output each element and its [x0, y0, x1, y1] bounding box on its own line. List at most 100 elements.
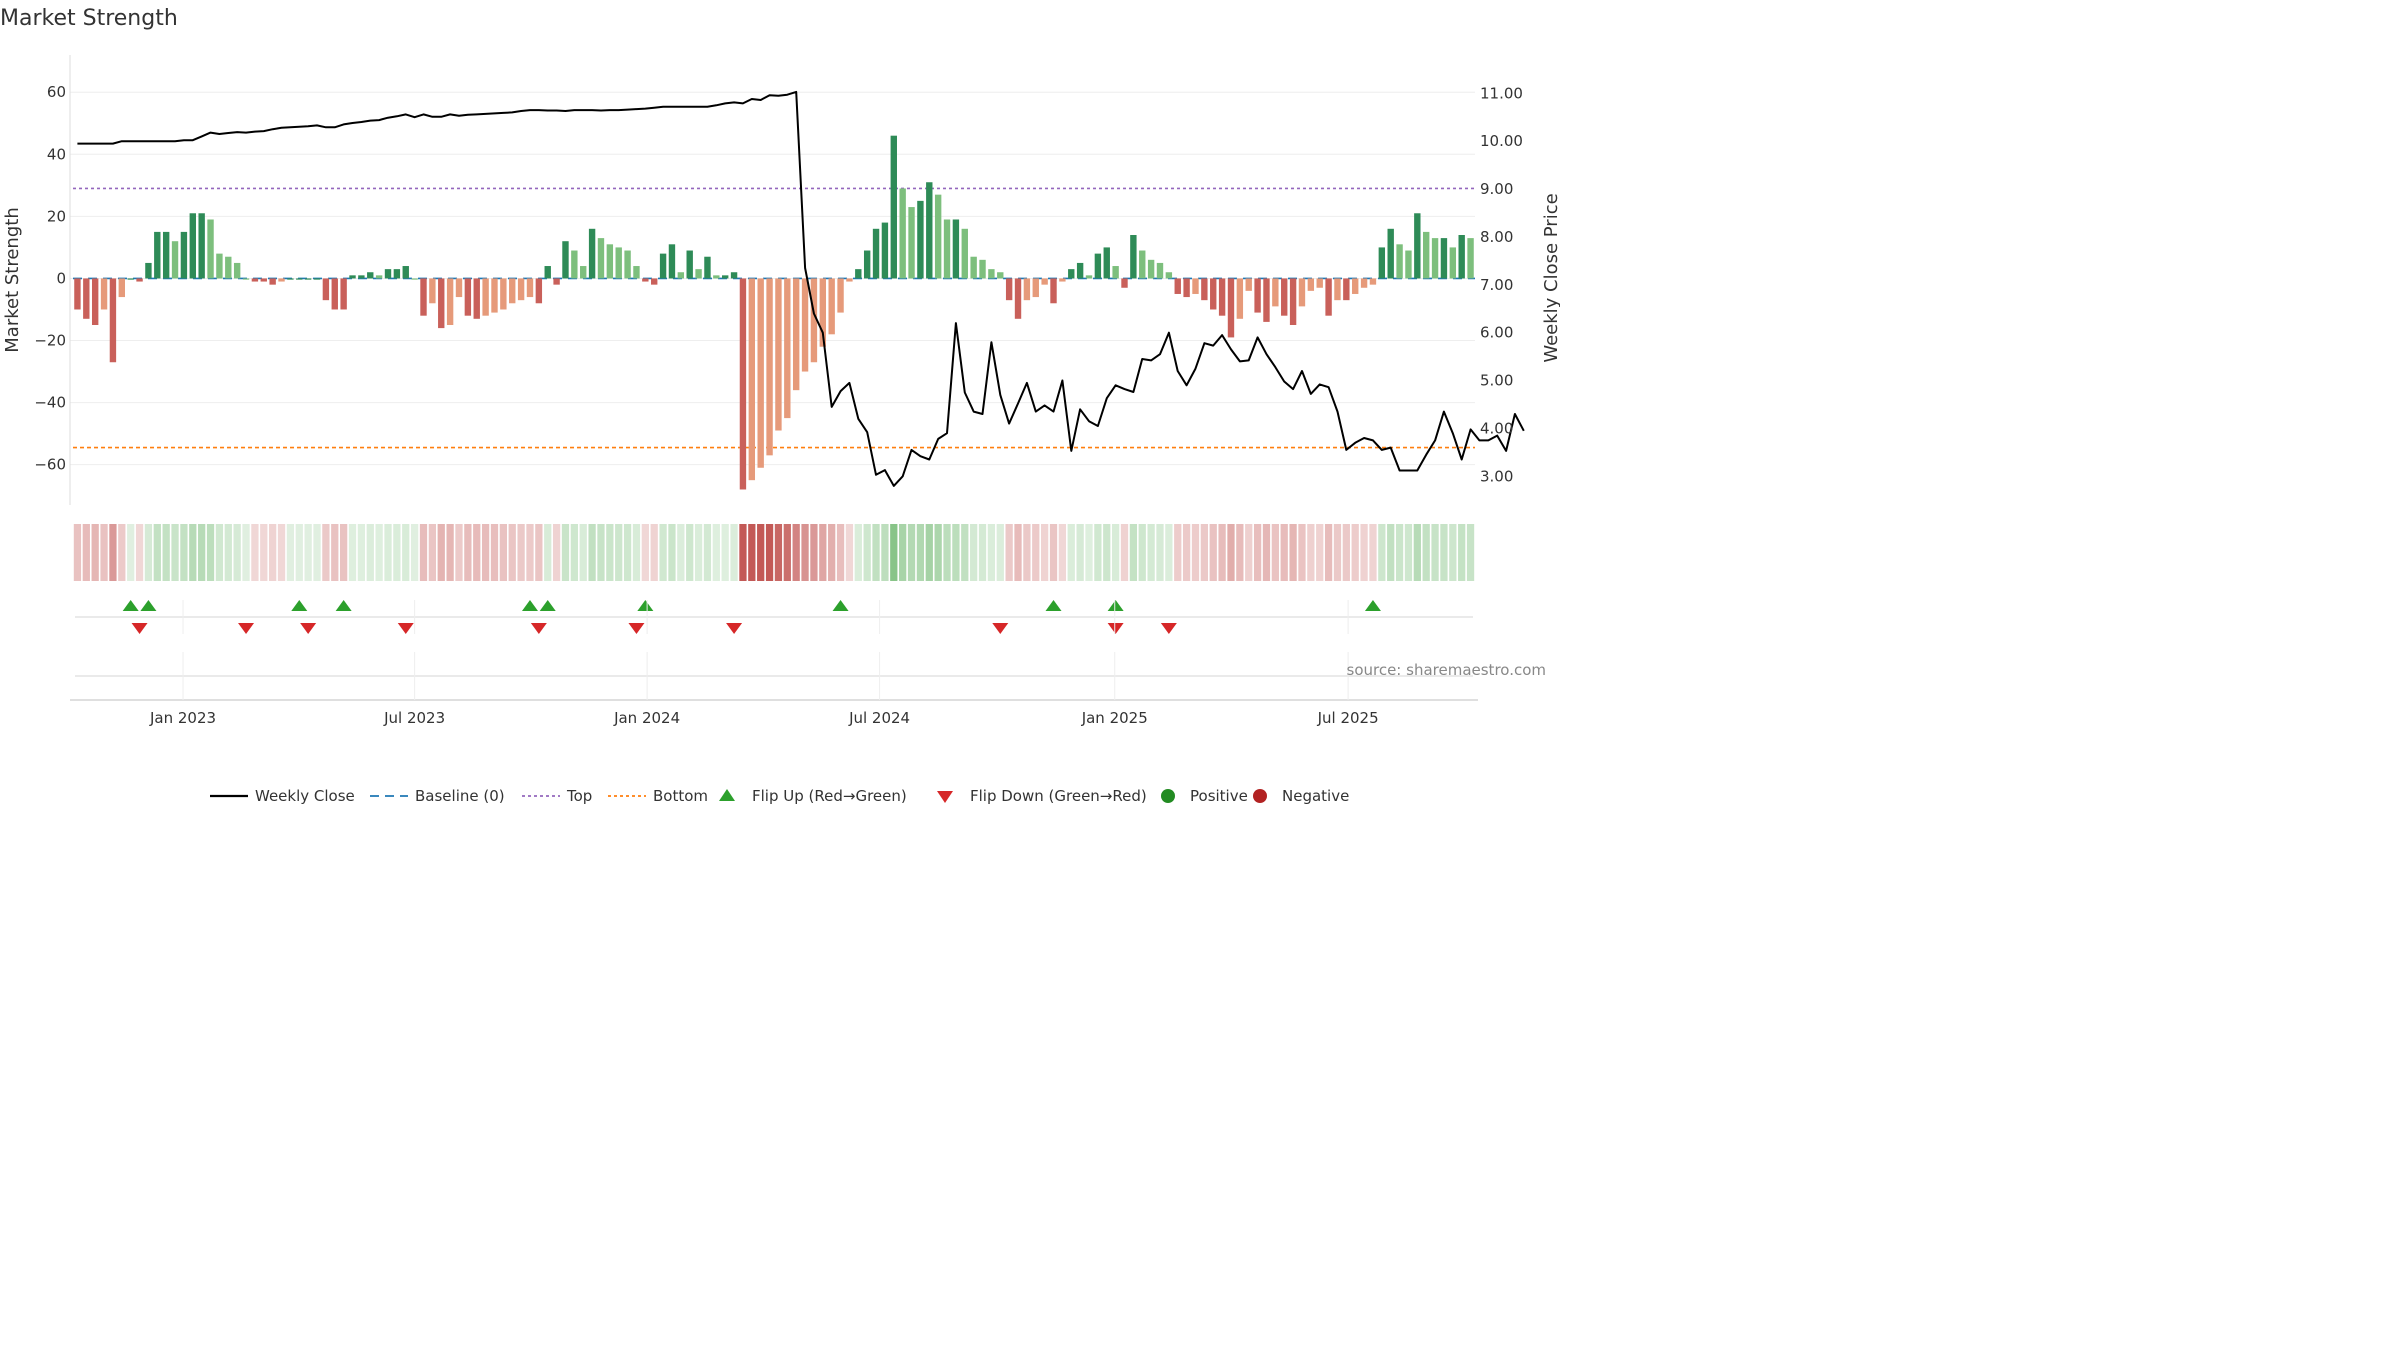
strength-bar	[340, 278, 347, 310]
axes: 60 40 20 0 −20 −40 −60 11.00 10.00 9.00 8.00 7.00 6.…	[34, 55, 1523, 505]
strength-band-cell	[1369, 524, 1377, 581]
strength-band-cell	[668, 524, 676, 581]
strength-bar	[509, 278, 516, 304]
strength-bar	[1360, 278, 1368, 288]
strength-band-cell	[322, 524, 330, 581]
strength-band-cell	[1449, 524, 1457, 581]
strength-bar	[775, 278, 782, 431]
strength-bar	[757, 278, 764, 468]
strength-bar	[1112, 266, 1119, 279]
strength-band-cell	[845, 524, 854, 581]
x-tick-label: Jan 2023	[149, 709, 216, 727]
strength-bar	[855, 269, 862, 279]
strength-band-cell	[810, 524, 818, 581]
strength-bar	[1396, 244, 1403, 279]
strength-band-cell	[357, 524, 366, 581]
flip-up-marker	[637, 600, 654, 611]
strength-band-cell	[1289, 524, 1297, 581]
strength-bar	[1343, 278, 1350, 301]
strength-bar	[1378, 247, 1386, 279]
strength-bar	[83, 278, 90, 319]
strength-band-cell	[171, 524, 179, 581]
strength-band-cell	[881, 524, 889, 581]
strength-band-cell	[757, 524, 765, 581]
strength-bar	[979, 259, 986, 279]
strength-bar	[109, 278, 117, 363]
strength-bar	[1192, 278, 1199, 294]
strength-band-cell	[340, 524, 348, 581]
strength-bar	[1041, 278, 1048, 285]
x-tick-label: Jan 2024	[613, 709, 680, 727]
strength-band-cell	[1253, 524, 1262, 581]
strength-bar	[491, 278, 498, 313]
strength-bar	[233, 262, 241, 279]
right-tick-label: 3.00	[1480, 467, 1513, 485]
strength-band-cell	[1227, 524, 1235, 581]
strength-bar	[207, 219, 214, 279]
strength-band-cell	[961, 524, 969, 581]
strength-band-cell	[1245, 524, 1253, 581]
strength-band-cell	[970, 524, 978, 581]
strength-band-cell	[419, 524, 428, 581]
left-tick-label: −60	[34, 456, 66, 474]
strength-band-cell	[153, 524, 161, 581]
strength-bar	[917, 200, 924, 279]
strength-bar	[1272, 278, 1279, 307]
strength-band-cell	[135, 524, 144, 581]
strength-bar	[393, 269, 401, 279]
strength-bar	[1059, 278, 1066, 282]
strength-bar	[943, 219, 951, 279]
strength-bar	[127, 278, 134, 280]
strength-bar	[473, 278, 480, 319]
strength-band-cell	[588, 524, 596, 581]
strength-bar	[198, 213, 205, 279]
strength-bar	[1014, 278, 1022, 319]
source-note: source: sharemaestro.com	[1347, 661, 1547, 679]
flip-up-marker	[832, 600, 849, 611]
strength-bar	[624, 250, 631, 279]
strength-band-cell	[1360, 524, 1368, 581]
strength-bar	[553, 278, 560, 285]
strength-band-cell	[1058, 524, 1067, 581]
strength-bar	[402, 266, 409, 279]
strength-bar	[1325, 278, 1332, 316]
strength-bar	[535, 278, 543, 304]
strength-band-cell	[1218, 524, 1226, 581]
strength-bar	[1130, 235, 1137, 279]
strength-band-cell	[144, 524, 153, 581]
strength-band-cell	[1316, 524, 1324, 581]
strength-band-cell	[836, 524, 845, 581]
strength-bar	[1414, 213, 1421, 279]
strength-bar	[296, 278, 303, 280]
flip-up-marker	[1107, 600, 1124, 611]
strength-bars	[74, 135, 1474, 490]
strength-band-cell	[1182, 524, 1191, 581]
strength-band-cell	[1174, 524, 1182, 581]
strength-bar	[1165, 272, 1173, 279]
strength-band-cell	[242, 524, 250, 581]
strength-bar	[1467, 238, 1474, 279]
strength-band-cell	[455, 524, 463, 581]
strength-bar	[810, 278, 818, 363]
strength-band-cell	[615, 524, 623, 581]
strength-bar	[872, 228, 880, 279]
strength-band-cell	[473, 524, 481, 581]
strength-bar	[438, 278, 445, 329]
strength-band-cell	[792, 524, 800, 581]
strength-band-cell	[907, 524, 916, 581]
strength-band-cell	[189, 524, 197, 581]
strength-bar	[1281, 278, 1288, 316]
strength-bar	[384, 269, 392, 279]
flip-down-marker	[300, 623, 317, 634]
strength-band-cell	[100, 524, 108, 581]
strength-band-cell	[428, 524, 437, 581]
flip-down-marker	[131, 623, 148, 634]
strength-band-cell	[1041, 524, 1049, 581]
strength-bar	[517, 278, 525, 301]
x-tick-label: Jul 2024	[848, 709, 910, 727]
strength-band-cell	[1032, 524, 1040, 581]
legend-label: Baseline (0)	[415, 787, 505, 805]
strength-band-cell	[348, 524, 357, 581]
strength-band-cell	[1147, 524, 1155, 581]
right-tick-label: 4.00	[1480, 419, 1513, 437]
